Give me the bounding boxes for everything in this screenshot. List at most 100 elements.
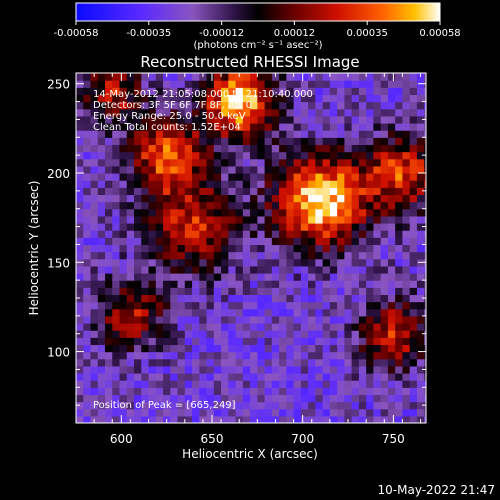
heatmap-cell [177,294,186,303]
heatmap-cell [300,194,309,203]
heatmap-cell [264,165,273,174]
heatmap-cell [387,151,396,160]
heatmap-cell [344,373,353,381]
heatmap-cell [228,415,237,423]
heatmap-cell [286,144,295,153]
heatmap-cell [213,101,222,110]
heatmap-cell [90,208,99,217]
heatmap-cell [184,151,193,160]
heatmap-cell [119,351,128,360]
heatmap-cell [344,401,353,410]
heatmap-cell [322,151,331,160]
heatmap-cell [344,351,353,360]
heatmap-cell [83,373,92,381]
heatmap-cell [235,180,244,188]
heatmap-cell [308,151,316,160]
heatmap-cell [170,251,179,260]
heatmap-cell [192,394,200,403]
heatmap-cell [380,258,389,267]
heatmap-cell [271,373,280,381]
heatmap-cell [264,101,273,110]
heatmap-cell [83,273,92,281]
heatmap-cell [286,387,295,396]
heatmap-cell [337,330,345,338]
heatmap-cell [300,230,309,238]
heatmap-cell [192,208,200,217]
heatmap-cell [199,287,208,296]
heatmap-cell [141,337,150,346]
heatmap-cell [402,87,411,96]
heatmap-cell [155,144,164,153]
heatmap-cell [235,294,244,303]
heatmap-cell [213,115,222,124]
heatmap-cell [206,137,215,146]
heatmap-cell [293,387,302,396]
heatmap-cell [221,273,229,281]
heatmap-cell [293,287,302,296]
heatmap-cell [134,108,142,117]
heatmap-cell [387,230,396,238]
heatmap-cell [228,323,237,331]
heatmap-cell [286,408,295,417]
heatmap-cell [105,265,113,274]
heatmap-cell [380,365,389,374]
heatmap-cell [148,244,157,253]
heatmap-cell [373,201,382,210]
heatmap-cell [170,215,179,224]
heatmap-cell [293,273,302,281]
heatmap-cell [409,230,418,238]
heatmap-cell [366,387,375,396]
heatmap-cell [395,373,404,381]
heatmap-cell [279,244,287,253]
heatmap-cell [279,365,287,374]
heatmap-cell [257,265,266,274]
heatmap-cell [76,415,84,423]
heatmap-cell [213,87,222,96]
heatmap-cell [228,294,237,303]
heatmap-cell [300,301,309,310]
heatmap-cell [90,101,99,110]
plot-frame [75,72,427,424]
heatmap-cell [329,115,338,124]
heatmap-cell [126,244,135,253]
heatmap-cell [83,144,92,153]
heatmap-cell [221,265,229,274]
heatmap-cell [358,144,367,153]
heatmap-cell [184,330,193,338]
heatmap-cell [192,273,200,281]
heatmap-cell [228,180,237,188]
heatmap-cell [271,280,280,288]
heatmap-cell [105,130,113,138]
heatmap-cell [380,244,389,253]
heatmap-cell [184,380,193,388]
heatmap-cell [250,130,258,138]
heatmap-cell [134,401,142,410]
heatmap-cell [155,237,164,246]
heatmap-cell [424,165,426,174]
heatmap-cell [155,223,164,231]
heatmap-cell [90,151,99,160]
heatmap-cell [271,87,280,96]
heatmap-cell [395,180,404,188]
heatmap-cell [257,123,266,131]
heatmap-cell [402,187,411,196]
heatmap-cell [105,208,113,217]
heatmap-cell [329,173,338,181]
heatmap-cell [134,230,142,238]
heatmap-cell [148,101,157,110]
heatmap-cell [177,408,186,417]
heatmap-cell [300,308,309,317]
heatmap-cell [395,101,404,110]
heatmap-cell [235,358,244,367]
heatmap-cell [329,151,338,160]
heatmap-cell [112,187,121,196]
heatmap-cell [250,173,258,181]
heatmap-cell [242,187,251,196]
heatmap-cell [76,351,84,360]
heatmap-cell [264,151,273,160]
heatmap-cell [279,123,287,131]
heatmap-cell [155,387,164,396]
heatmap-cell [177,365,186,374]
heatmap-cell [264,158,273,167]
heatmap-cell [358,201,367,210]
